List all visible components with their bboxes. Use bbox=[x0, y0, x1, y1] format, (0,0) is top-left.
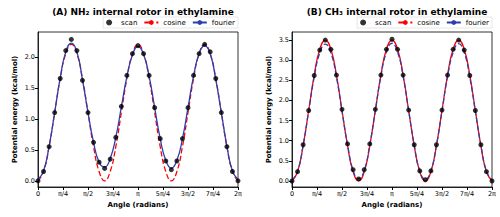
svg-text:3.5: 3.5 bbox=[279, 36, 289, 44]
svg-text:7π/4: 7π/4 bbox=[206, 190, 220, 198]
svg-text:cosine: cosine bbox=[163, 19, 185, 27]
svg-text:0: 0 bbox=[36, 190, 40, 198]
svg-text:π/2: π/2 bbox=[337, 190, 347, 198]
svg-text:3π/2: 3π/2 bbox=[181, 190, 195, 198]
svg-text:(B) CH₃ internal rotor in ethy: (B) CH₃ internal rotor in ethylamine bbox=[307, 7, 488, 17]
svg-text:Angle (radians): Angle (radians) bbox=[108, 201, 169, 209]
svg-text:2.5: 2.5 bbox=[279, 76, 289, 84]
svg-text:7π/4: 7π/4 bbox=[460, 190, 474, 198]
svg-text:(A) NH₂ internal rotor in ethy: (A) NH₂ internal rotor in ethylamine bbox=[52, 7, 234, 17]
svg-text:π: π bbox=[390, 190, 394, 198]
svg-text:scan: scan bbox=[121, 19, 137, 27]
svg-text:Potential energy (kcal/mol): Potential energy (kcal/mol) bbox=[265, 56, 273, 164]
svg-text:π: π bbox=[136, 190, 140, 198]
svg-text:5π/4: 5π/4 bbox=[410, 190, 424, 198]
svg-text:fourier: fourier bbox=[212, 19, 235, 27]
svg-text:0.5: 0.5 bbox=[279, 157, 289, 165]
svg-text:0.5: 0.5 bbox=[25, 146, 35, 154]
svg-text:3π/4: 3π/4 bbox=[360, 190, 374, 198]
svg-text:2.0: 2.0 bbox=[25, 53, 35, 61]
svg-text:cosine: cosine bbox=[417, 19, 439, 27]
svg-text:3π/2: 3π/2 bbox=[435, 190, 449, 198]
svg-text:3π/4: 3π/4 bbox=[106, 190, 120, 198]
svg-text:2π: 2π bbox=[488, 190, 496, 198]
svg-text:3.0: 3.0 bbox=[279, 56, 289, 64]
svg-text:2π: 2π bbox=[234, 190, 242, 198]
svg-text:fourier: fourier bbox=[466, 19, 489, 27]
svg-text:1.5: 1.5 bbox=[279, 117, 289, 125]
svg-text:0: 0 bbox=[290, 190, 294, 198]
svg-text:scan: scan bbox=[375, 19, 391, 27]
svg-text:Angle (radians): Angle (radians) bbox=[362, 201, 423, 209]
svg-text:π/2: π/2 bbox=[83, 190, 93, 198]
svg-text:1.0: 1.0 bbox=[279, 137, 289, 145]
svg-text:1.0: 1.0 bbox=[25, 115, 35, 123]
svg-text:π/4: π/4 bbox=[58, 190, 68, 198]
svg-text:π/4: π/4 bbox=[312, 190, 322, 198]
svg-text:0.0: 0.0 bbox=[25, 177, 35, 185]
svg-text:1.5: 1.5 bbox=[25, 84, 35, 92]
svg-text:2.0: 2.0 bbox=[279, 96, 289, 104]
svg-text:0.0: 0.0 bbox=[279, 177, 289, 185]
svg-text:Potential energy (kcal/mol): Potential energy (kcal/mol) bbox=[11, 56, 19, 164]
svg-text:5π/4: 5π/4 bbox=[156, 190, 170, 198]
